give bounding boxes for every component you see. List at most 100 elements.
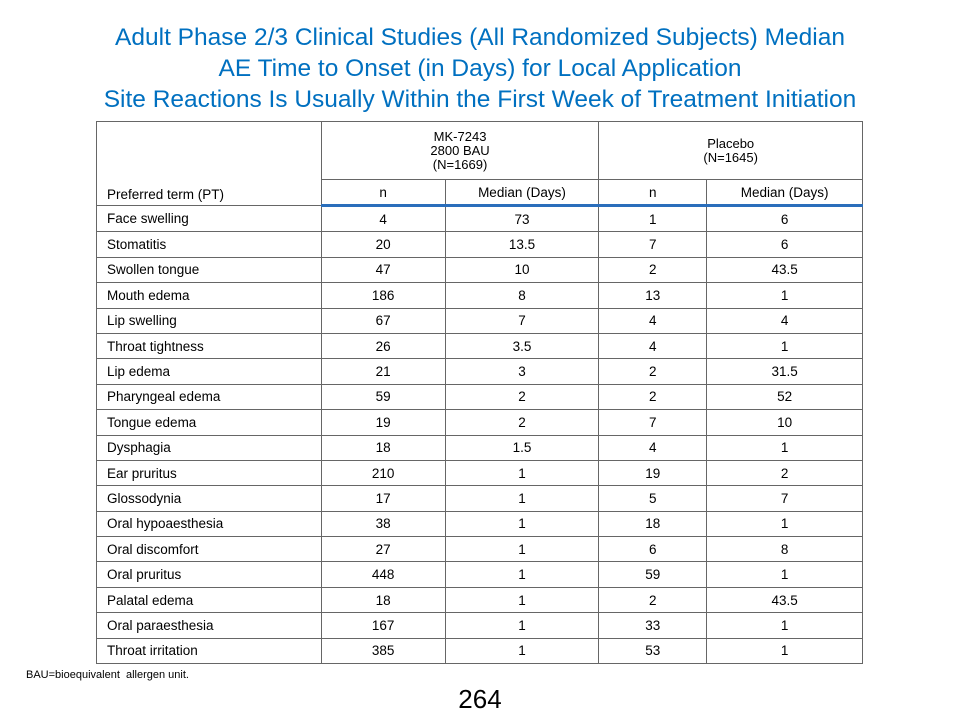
placebo-n-cell: 4 xyxy=(598,332,708,360)
table-row: Oral pruritus 448 1 59 1 xyxy=(96,561,863,588)
page-number: 264 xyxy=(458,684,502,714)
treatment-name: MK-7243 xyxy=(433,128,487,144)
placebo-median-cell: 1 xyxy=(706,510,863,538)
treatment-n-header: n xyxy=(320,179,446,207)
treatment-median-cell: 1 xyxy=(444,586,600,614)
table-row: Oral paraesthesia 167 1 33 1 xyxy=(96,612,863,639)
placebo-median-cell: 10 xyxy=(706,409,863,436)
preferred-term-header: Preferred term (PT) xyxy=(96,121,322,206)
treatment-n-cell: 38 xyxy=(320,510,446,538)
placebo-n-cell: 19 xyxy=(598,459,708,487)
table-row: Pharyngeal edema 59 2 2 52 xyxy=(96,383,863,411)
preferred-term-cell: Tongue edema xyxy=(96,409,322,436)
treatment-n-cell: 21 xyxy=(320,358,446,385)
treatment-median-cell: 13.5 xyxy=(444,231,600,258)
preferred-term-cell: Throat irritation xyxy=(96,637,322,665)
preferred-term-cell: Swollen tongue xyxy=(96,256,322,284)
placebo-n-cell: 4 xyxy=(598,434,708,461)
footnote: BAU=bioequivalent allergen unit. xyxy=(26,669,189,681)
treatment-median-cell: 2 xyxy=(444,409,600,436)
placebo-n-cell: 4 xyxy=(598,307,708,334)
placebo-name: Placebo xyxy=(707,135,755,151)
treatment-median-header: Median (Days) xyxy=(444,179,600,207)
preferred-term-cell: Dysphagia xyxy=(96,434,322,461)
preferred-term-cell: Face swelling xyxy=(96,204,322,233)
table-row: Throat tightness 26 3.5 4 1 xyxy=(96,332,863,360)
treatment-n-cell: 17 xyxy=(320,485,446,512)
placebo-median-cell: 6 xyxy=(706,204,863,233)
placebo-n-cell: 18 xyxy=(598,510,708,538)
preferred-term-cell: Lip swelling xyxy=(96,307,322,334)
table-row: Stomatitis 20 13.5 7 6 xyxy=(96,231,863,258)
treatment-median-cell: 3.5 xyxy=(444,332,600,360)
placebo-median-cell: 31.5 xyxy=(706,358,863,385)
table-row: Oral hypoaesthesia 38 1 18 1 xyxy=(96,510,863,538)
placebo-median-cell: 8 xyxy=(706,536,863,563)
preferred-term-cell: Oral paraesthesia xyxy=(96,612,322,639)
preferred-term-cell: Ear pruritus xyxy=(96,459,322,487)
treatment-n-cell: 59 xyxy=(320,383,446,411)
placebo-n-cell: 13 xyxy=(598,282,708,309)
preferred-term-cell: Throat tightness xyxy=(96,332,322,360)
placebo-median-header: Median (Days) xyxy=(706,179,863,207)
placebo-median-cell: 7 xyxy=(706,485,863,512)
treatment-group-header: MK-7243 2800 BAU (N=1669) xyxy=(320,121,600,180)
treatment-median-cell: 1 xyxy=(444,536,600,563)
placebo-n-cell: 2 xyxy=(598,256,708,284)
placebo-median-cell: 43.5 xyxy=(706,256,863,284)
treatment-median-cell: 3 xyxy=(444,358,600,385)
preferred-term-cell: Stomatitis xyxy=(96,231,322,258)
placebo-n-cell: 33 xyxy=(598,612,708,639)
placebo-median-cell: 4 xyxy=(706,307,863,334)
treatment-n-cell: 18 xyxy=(320,586,446,614)
treatment-median-cell: 7 xyxy=(444,307,600,334)
treatment-median-cell: 1.5 xyxy=(444,434,600,461)
preferred-term-cell: Oral hypoaesthesia xyxy=(96,510,322,538)
placebo-n-header: n xyxy=(598,179,708,207)
placebo-n-cell: 53 xyxy=(598,637,708,665)
treatment-median-cell: 1 xyxy=(444,561,600,588)
treatment-n: (N=1669) xyxy=(432,156,488,172)
placebo-median-cell: 1 xyxy=(706,612,863,639)
treatment-dose: 2800 BAU xyxy=(430,142,490,158)
treatment-n-cell: 27 xyxy=(320,536,446,563)
placebo-n-cell: 2 xyxy=(598,383,708,411)
placebo-n-cell: 7 xyxy=(598,231,708,258)
treatment-n-cell: 448 xyxy=(320,561,446,588)
preferred-term-cell: Pharyngeal edema xyxy=(96,383,322,411)
treatment-n-cell: 186 xyxy=(320,282,446,309)
table-row: Dysphagia 18 1.5 4 1 xyxy=(96,434,863,461)
placebo-median-cell: 1 xyxy=(706,637,863,665)
table-row: Oral discomfort 27 1 6 8 xyxy=(96,536,863,563)
treatment-n-cell: 47 xyxy=(320,256,446,284)
preferred-term-cell: Oral discomfort xyxy=(96,536,322,563)
placebo-median-cell: 1 xyxy=(706,332,863,360)
table-row: Lip swelling 67 7 4 4 xyxy=(96,307,863,334)
title-line-3: Site Reactions Is Usually Within the Fir… xyxy=(103,86,857,113)
placebo-median-cell: 43.5 xyxy=(706,586,863,614)
treatment-n-cell: 210 xyxy=(320,459,446,487)
treatment-n-cell: 167 xyxy=(320,612,446,639)
treatment-n-cell: 20 xyxy=(320,231,446,258)
table-row: Lip edema 21 3 2 31.5 xyxy=(96,358,863,385)
table-row: Mouth edema 186 8 13 1 xyxy=(96,282,863,309)
treatment-median-cell: 1 xyxy=(444,485,600,512)
placebo-median-cell: 1 xyxy=(706,434,863,461)
treatment-median-cell: 8 xyxy=(444,282,600,309)
placebo-n-cell: 2 xyxy=(598,586,708,614)
placebo-n-cell: 6 xyxy=(598,536,708,563)
table-row: Face swelling 4 73 1 6 xyxy=(96,204,863,233)
placebo-n-cell: 1 xyxy=(598,204,708,233)
treatment-median-cell: 2 xyxy=(444,383,600,411)
title-line-2: AE Time to Onset (in Days) for Local App… xyxy=(218,55,742,82)
placebo-median-cell: 2 xyxy=(706,459,863,487)
treatment-median-cell: 1 xyxy=(444,637,600,665)
table-row: Throat irritation 385 1 53 1 xyxy=(96,637,863,665)
placebo-n-cell: 59 xyxy=(598,561,708,588)
table-row: Swollen tongue 47 10 2 43.5 xyxy=(96,256,863,284)
title-line-1: Adult Phase 2/3 Clinical Studies (All Ra… xyxy=(115,24,845,51)
slide-title: Adult Phase 2/3 Clinical Studies (All Ra… xyxy=(0,22,960,115)
placebo-median-cell: 1 xyxy=(706,561,863,588)
treatment-median-cell: 1 xyxy=(444,510,600,538)
treatment-median-cell: 1 xyxy=(444,459,600,487)
